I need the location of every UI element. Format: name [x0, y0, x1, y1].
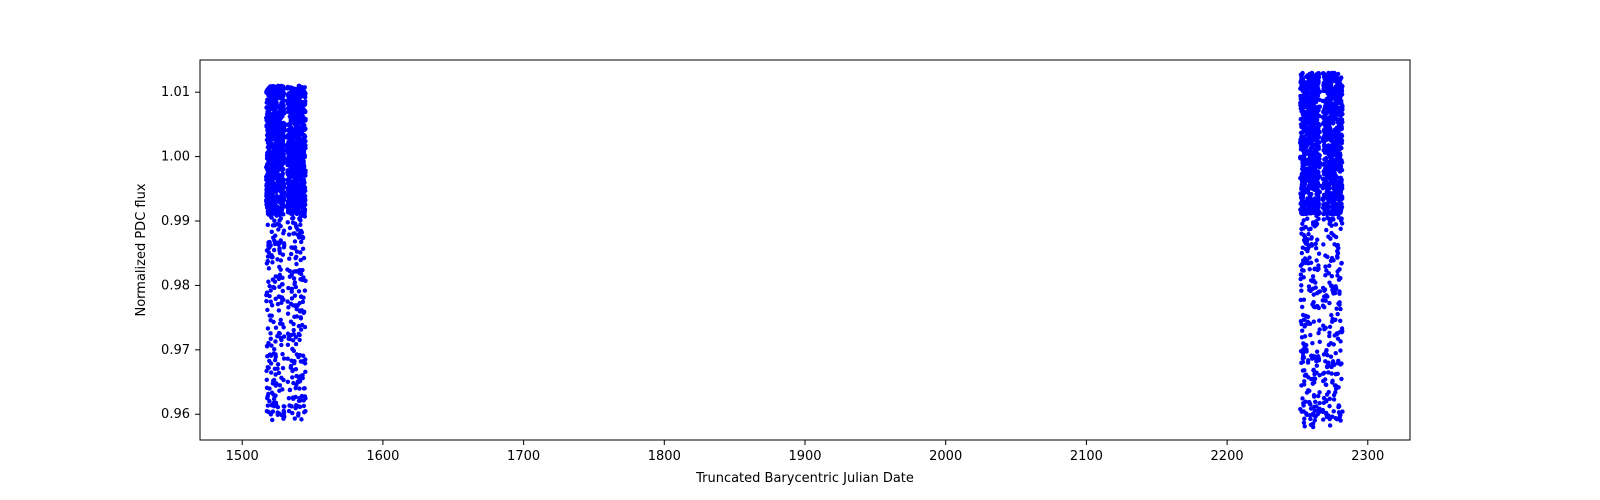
x-axis-label: Truncated Barycentric Julian Date [695, 471, 914, 486]
y-tick-label: 0.98 [161, 278, 190, 293]
x-tick-label: 1600 [366, 449, 399, 464]
scatter-points [264, 71, 1345, 430]
y-tick-label: 1.01 [161, 85, 190, 100]
x-tick-label: 1900 [788, 449, 821, 464]
x-tick-label: 1700 [507, 449, 540, 464]
x-tick-label: 1800 [648, 449, 681, 464]
scatter-plot: 1500 1600 1700 1800 1900 2000 2100 2200 2300 0.96… [0, 0, 1600, 500]
x-tick-label: 2300 [1351, 449, 1384, 464]
y-tick-label: 0.97 [161, 343, 190, 358]
y-axis-label: Normalized PDC flux [134, 183, 149, 316]
x-tick-label: 2200 [1211, 449, 1244, 464]
y-tick-label: 0.99 [161, 214, 190, 229]
y-tick-label: 0.96 [161, 407, 190, 422]
x-tick-label: 1500 [226, 449, 259, 464]
plot-spine [200, 60, 1410, 440]
x-tick-label: 2000 [929, 449, 962, 464]
figure: 1500 1600 1700 1800 1900 2000 2100 2200 2300 0.96… [0, 0, 1600, 500]
x-tick-label: 2100 [1070, 449, 1103, 464]
y-tick-label: 1.00 [161, 150, 190, 165]
